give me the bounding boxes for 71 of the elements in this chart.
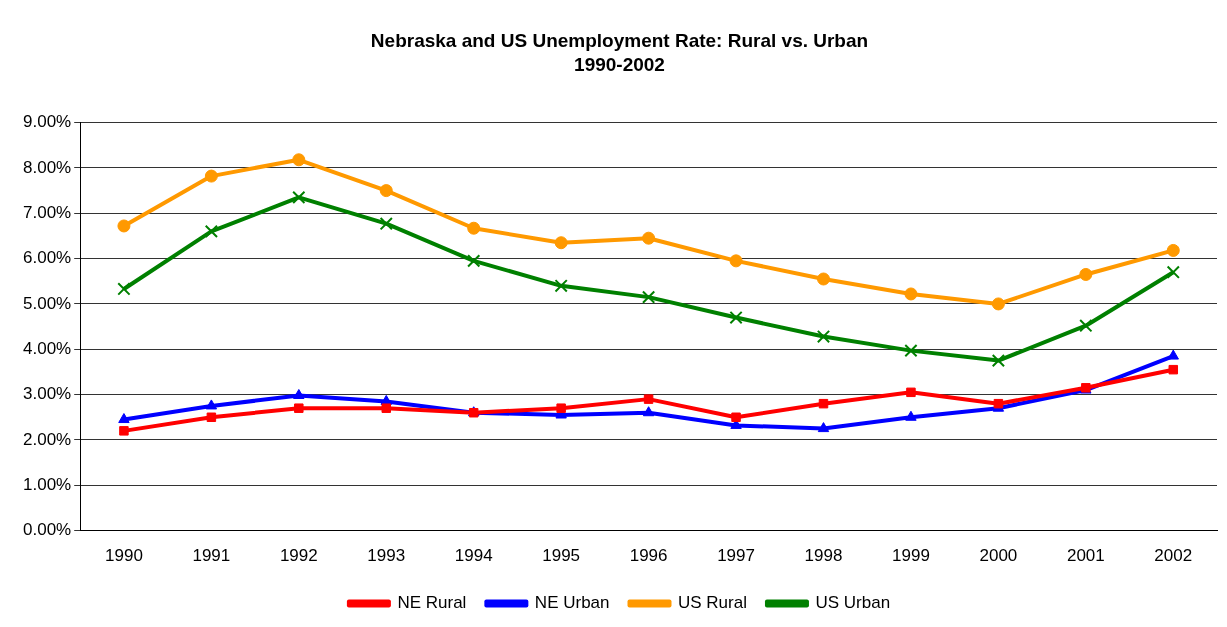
point xyxy=(731,412,741,423)
chart-subtitle: 1990-2002 xyxy=(574,54,665,76)
point xyxy=(1166,265,1180,279)
x-tick-label: 1992 xyxy=(279,546,318,566)
legend-label: NE Rural xyxy=(397,593,467,613)
point xyxy=(204,224,219,239)
x-tick-label: 1999 xyxy=(892,546,930,566)
y-tick-label: 2.00% xyxy=(23,429,72,449)
y-tick-label: 1.00% xyxy=(23,474,72,494)
point xyxy=(556,403,566,413)
point xyxy=(118,413,130,424)
point xyxy=(1079,267,1093,281)
point xyxy=(381,403,392,413)
x-tick-label: 2002 xyxy=(1154,546,1193,566)
point xyxy=(641,290,656,304)
point xyxy=(293,389,305,400)
point xyxy=(817,422,830,433)
point xyxy=(642,231,656,245)
point xyxy=(294,403,304,413)
point xyxy=(117,219,131,233)
point xyxy=(292,153,306,167)
point xyxy=(818,398,829,409)
y-tick-label: 3.00% xyxy=(23,384,72,404)
point xyxy=(467,221,481,235)
y-tick-label: 7.00% xyxy=(23,202,72,222)
x-tick-label: 2001 xyxy=(1066,546,1105,566)
point xyxy=(467,254,481,268)
y-tick-label: 4.00% xyxy=(23,338,72,358)
point xyxy=(906,387,916,398)
point xyxy=(905,410,917,421)
point xyxy=(205,399,218,410)
y-tick-label: 9.00% xyxy=(23,112,72,132)
point xyxy=(379,217,393,231)
point xyxy=(904,343,918,358)
x-tick-label: 2000 xyxy=(979,546,1018,566)
point xyxy=(1168,364,1179,375)
legend-label: US Urban xyxy=(815,593,891,613)
point xyxy=(292,190,306,205)
point xyxy=(119,426,129,436)
y-tick-label: 6.00% xyxy=(23,248,72,268)
point xyxy=(904,287,918,301)
x-tick-label: 1991 xyxy=(192,546,231,566)
point xyxy=(643,394,654,404)
point xyxy=(554,279,568,293)
x-tick-label: 1998 xyxy=(804,546,843,566)
point xyxy=(204,169,218,183)
x-tick-label: 1990 xyxy=(105,546,143,566)
point xyxy=(554,236,568,250)
point xyxy=(206,412,217,423)
y-tick-label: 0.00% xyxy=(23,520,72,540)
y-tick-label: 5.00% xyxy=(23,293,72,313)
legend-label: NE Urban xyxy=(534,593,610,613)
point xyxy=(816,329,831,344)
point xyxy=(729,254,743,268)
chart-title: Nebraska and US Unemployment Rate: Rural vs. Urban xyxy=(370,29,869,51)
legend-label: US Rural xyxy=(678,593,747,613)
y-tick-label: 8.00% xyxy=(23,157,72,177)
point xyxy=(1079,319,1093,333)
x-tick-label: 1996 xyxy=(629,546,668,566)
point xyxy=(379,184,393,198)
x-tick-label: 1997 xyxy=(717,546,755,566)
point xyxy=(991,353,1006,368)
point xyxy=(729,310,743,325)
point xyxy=(642,406,655,417)
point xyxy=(991,297,1005,311)
point xyxy=(816,272,830,286)
point xyxy=(1166,243,1180,257)
x-tick-label: 1994 xyxy=(454,546,493,566)
point xyxy=(117,282,131,296)
x-tick-label: 1993 xyxy=(367,546,406,566)
x-tick-label: 1995 xyxy=(542,546,581,566)
